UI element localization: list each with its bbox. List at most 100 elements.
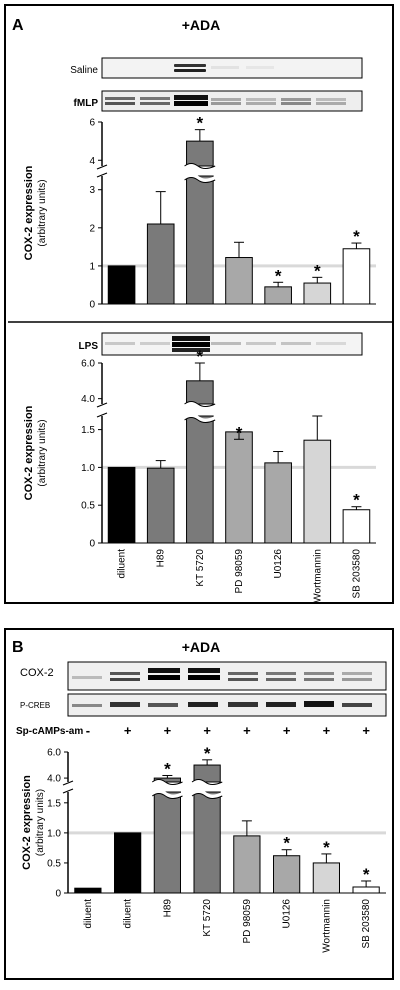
bar: * xyxy=(342,491,371,544)
y-tick-label: 0.5 xyxy=(47,858,61,869)
bar-break xyxy=(183,163,217,183)
blot-pcreb xyxy=(67,693,387,717)
bar-rect xyxy=(225,431,253,544)
bar-lower xyxy=(193,791,221,894)
significance-star: * xyxy=(353,227,360,246)
blot-label-pcreb: P-CREB xyxy=(20,701,50,710)
bar-break-line xyxy=(184,401,216,423)
y-tick-label: 4 xyxy=(89,156,95,167)
chart-lps: 0 0.5 1.0 1.5 4.0 6.0 COX-2 expression (arbitra… xyxy=(23,347,376,603)
blot-cox2 xyxy=(67,661,387,691)
bar-rect xyxy=(342,509,371,544)
x-tick-label: U0126 xyxy=(273,549,284,579)
y-axis-label-units: (arbitrary units) xyxy=(37,419,48,486)
bar-break xyxy=(183,401,217,423)
bar xyxy=(233,820,261,894)
bar-rect xyxy=(264,462,292,544)
blot-saline xyxy=(101,57,363,79)
axis-break-mark xyxy=(96,164,108,178)
bar-rect xyxy=(303,439,332,544)
bar xyxy=(74,887,102,894)
bar: * xyxy=(342,227,371,305)
treatment-label: Sp-cAMPs-am xyxy=(16,726,83,737)
bar-lower xyxy=(186,415,214,544)
panel-a-title: +ADA xyxy=(182,17,221,33)
bar xyxy=(264,451,292,544)
y-tick-label: 1 xyxy=(89,261,95,272)
significance-star: * xyxy=(164,759,171,778)
significance-star: * xyxy=(314,261,321,280)
y-tick-label: 4.0 xyxy=(81,394,95,405)
treatment-mark: + xyxy=(243,723,251,738)
y-axis-label: COX-2 expression xyxy=(23,405,35,500)
bar-rect xyxy=(107,265,136,305)
panel-a-figure: A +ADA Saline fMLP 0 1 2 3 4 6 COX-2 expressio… xyxy=(8,17,394,603)
y-tick-label: 1.5 xyxy=(81,425,95,436)
bar-rect xyxy=(273,855,301,894)
panel-a: A +ADA Saline fMLP 0 1 2 3 4 6 COX-2 expressio… xyxy=(4,4,394,604)
bar xyxy=(146,191,175,305)
panel-a-letter: A xyxy=(12,17,24,34)
blot-label-lps: LPS xyxy=(79,341,99,352)
y-tick-label: 6 xyxy=(89,118,95,129)
bar-break-line xyxy=(184,163,216,183)
x-tick-label: SB 203580 xyxy=(351,549,362,599)
significance-star: * xyxy=(275,266,282,285)
x-tick-label: PD 98059 xyxy=(234,549,245,594)
bar-lower xyxy=(186,175,214,305)
x-tick-label: diluent xyxy=(117,549,128,579)
y-tick-label: 4.0 xyxy=(47,774,61,785)
bar: * xyxy=(183,347,217,544)
x-tick-label: H89 xyxy=(156,549,167,568)
bar: * xyxy=(225,423,253,544)
x-tick-label: KT 5720 xyxy=(202,899,213,937)
blot-label-fmlp: fMLP xyxy=(74,98,99,109)
bar-break xyxy=(151,779,184,799)
x-tick-label: Wortmannin xyxy=(312,549,323,603)
bar-rect xyxy=(352,886,380,894)
panel-b: B +ADA COX-2 P-CREB Sp-cAMPs-am xyxy=(4,628,394,980)
bar-lower xyxy=(153,791,181,894)
bar: * xyxy=(312,838,340,894)
bar-upper xyxy=(186,380,214,405)
axis-break-mark xyxy=(96,402,108,418)
axis-break-mark xyxy=(62,780,74,794)
significance-star: * xyxy=(236,423,243,442)
bar-rect xyxy=(114,832,142,894)
x-tick-label: KT 5720 xyxy=(195,549,206,587)
y-tick-label: 0 xyxy=(89,539,95,550)
bar: * xyxy=(183,114,217,305)
blot-label-saline: Saline xyxy=(70,65,98,76)
chart-sp-camps: 0 0.5 1.0 1.5 4.0 6.0 COX-2 expression (arbitra… xyxy=(21,744,386,953)
bar-rect xyxy=(233,835,261,894)
treatment-marks: - + + + + + + + xyxy=(86,723,371,738)
panel-b-figure: B +ADA COX-2 P-CREB Sp-cAMPs-am xyxy=(12,639,387,953)
bar: * xyxy=(352,865,380,894)
x-tick-label: Wortmannin xyxy=(321,899,332,953)
bar-break-line xyxy=(191,779,223,799)
bar: * xyxy=(151,759,184,894)
bar-rect xyxy=(146,223,175,305)
panel-b-letter: B xyxy=(12,639,24,656)
bar: * xyxy=(303,261,332,305)
bar-break-line xyxy=(151,779,183,799)
bar xyxy=(114,832,142,894)
bar-upper xyxy=(153,777,181,783)
bar: * xyxy=(264,266,292,305)
significance-star: * xyxy=(197,114,204,133)
y-tick-label: 1.5 xyxy=(47,798,61,809)
treatment-mark: + xyxy=(164,723,172,738)
x-tick-label: H89 xyxy=(162,899,173,918)
chart-fmlp: 0 1 2 3 4 6 COX-2 expression (arbitrary units) *… xyxy=(23,114,376,311)
bar-rect xyxy=(107,466,136,544)
bar-rect xyxy=(225,257,253,305)
bar-rect xyxy=(146,467,175,544)
blot-label-cox2: COX-2 xyxy=(20,667,54,679)
bar: * xyxy=(190,744,224,894)
y-tick-label: 0 xyxy=(55,889,61,900)
bar-rect xyxy=(264,286,292,305)
bar-rect xyxy=(342,248,371,305)
blot-fmlp xyxy=(101,90,363,112)
treatment-mark: + xyxy=(283,723,291,738)
x-tick-label: PD 98059 xyxy=(242,899,253,944)
